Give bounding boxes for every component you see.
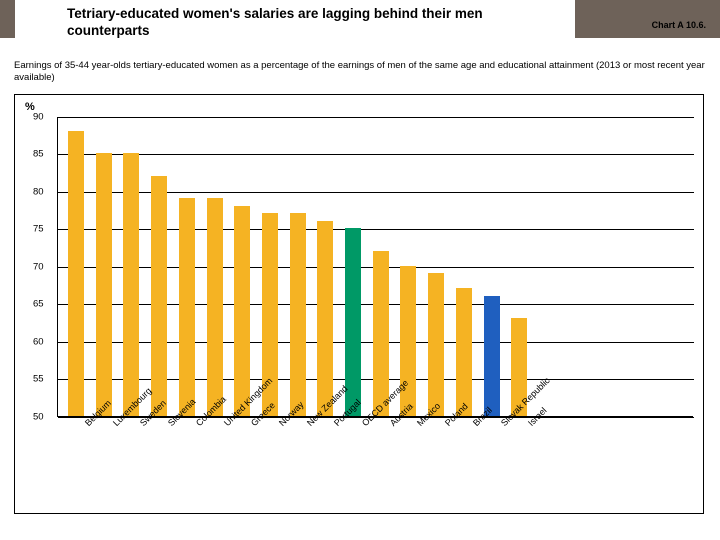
plot-area [57, 117, 693, 417]
y-tick-label: 90 [33, 111, 44, 122]
chart-reference: Chart A 10.6. [652, 20, 706, 30]
y-tick-label: 85 [33, 149, 44, 160]
bar [400, 266, 416, 416]
y-tick-label: 50 [33, 411, 44, 422]
bar [207, 198, 223, 416]
grid-line [58, 117, 694, 118]
page-title: Tetriary-educated women's salaries are l… [67, 6, 563, 40]
y-tick-label: 60 [33, 336, 44, 347]
header-white-box: Tetriary-educated women's salaries are l… [15, 0, 575, 50]
bar [96, 153, 112, 416]
bar [123, 153, 139, 416]
bar [456, 288, 472, 416]
y-tick-label: 55 [33, 374, 44, 385]
bar [484, 296, 500, 416]
bar [317, 221, 333, 416]
y-tick-label: 70 [33, 261, 44, 272]
y-tick-label: 80 [33, 186, 44, 197]
y-tick-label: 65 [33, 299, 44, 310]
bar [373, 251, 389, 416]
bar [290, 213, 306, 416]
grid-line [58, 154, 694, 155]
chart-subtitle: Earnings of 35-44 year-olds tertiary-edu… [0, 50, 720, 90]
bar [151, 176, 167, 416]
bar [68, 131, 84, 416]
bar [234, 206, 250, 416]
bar [179, 198, 195, 416]
y-tick-label: 75 [33, 224, 44, 235]
chart-container: % 505560657075808590BelgiumLuxembourgSwe… [14, 94, 704, 514]
header-bar: Tetriary-educated women's salaries are l… [0, 0, 720, 50]
bar [428, 273, 444, 416]
